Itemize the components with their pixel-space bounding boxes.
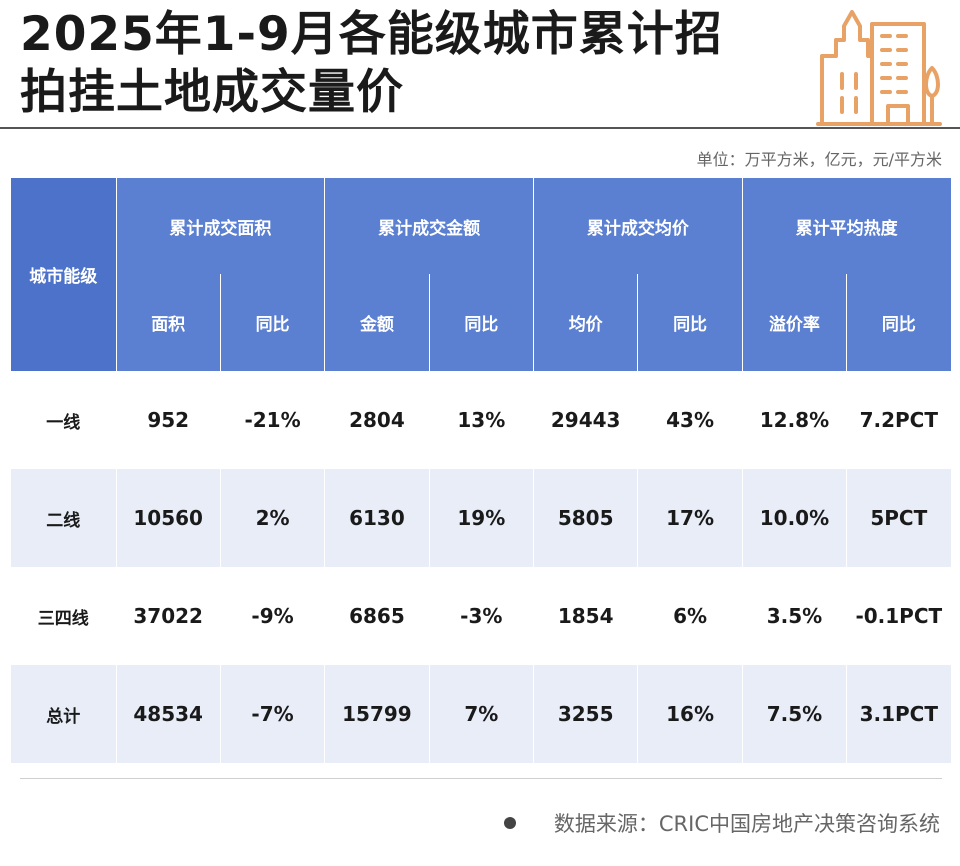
table-cell: 952 bbox=[116, 371, 221, 469]
bullet-dot-icon bbox=[503, 817, 516, 829]
subheader-price: 均价 bbox=[533, 274, 639, 371]
header-group-price: 累计成交均价 bbox=[533, 178, 743, 274]
row-label: 二线 bbox=[11, 469, 117, 567]
table-cell: -0.1PCT bbox=[846, 567, 952, 665]
subheader-amount: 金额 bbox=[324, 274, 430, 371]
table-cell: 48534 bbox=[116, 665, 221, 763]
subheader-amount-yoy: 同比 bbox=[429, 274, 535, 371]
table-cell: 19% bbox=[429, 469, 535, 567]
table-row: 一线 952 -21% 2804 13% 29443 43% 12.8% 7.2… bbox=[11, 371, 952, 469]
subheader-price-yoy: 同比 bbox=[637, 274, 743, 371]
table-cell: 10560 bbox=[116, 469, 221, 567]
subheader-premium-yoy: 同比 bbox=[846, 274, 952, 371]
table-cell: -21% bbox=[220, 371, 326, 469]
header-group-heat: 累计平均热度 bbox=[742, 178, 952, 274]
table-cell: 1854 bbox=[533, 567, 639, 665]
table-row: 总计 48534 -7% 15799 7% 3255 16% 7.5% 3.1P… bbox=[11, 665, 952, 763]
subheader-area-yoy: 同比 bbox=[220, 274, 326, 371]
table-cell: -7% bbox=[220, 665, 326, 763]
table-cell: 2% bbox=[220, 469, 326, 567]
table-cell: 13% bbox=[429, 371, 535, 469]
table-cell: 10.0% bbox=[742, 469, 848, 567]
table-row: 二线 10560 2% 6130 19% 5805 17% 10.0% 5PCT bbox=[11, 469, 952, 567]
table-cell: 5805 bbox=[533, 469, 639, 567]
subheader-premium-rate: 溢价率 bbox=[742, 274, 848, 371]
unit-note: 单位：万平方米，亿元，元/平方米 bbox=[696, 150, 942, 169]
table-cell: -3% bbox=[429, 567, 535, 665]
page-title-line-2: 拍挂土地成交量价 bbox=[20, 65, 404, 120]
table-cell: 43% bbox=[637, 371, 743, 469]
table-cell: 7.2PCT bbox=[846, 371, 952, 469]
row-label: 一线 bbox=[11, 371, 117, 469]
table-cell: 7.5% bbox=[742, 665, 848, 763]
table-cell: 6% bbox=[637, 567, 743, 665]
table-cell: 15799 bbox=[324, 665, 430, 763]
header-group-amount: 累计成交金额 bbox=[324, 178, 534, 274]
table-cell: 5PCT bbox=[846, 469, 952, 567]
table-cell: 7% bbox=[429, 665, 535, 763]
title-divider bbox=[0, 127, 960, 129]
table-cell: 6865 bbox=[324, 567, 430, 665]
footer-divider bbox=[20, 778, 942, 779]
table-cell: -9% bbox=[220, 567, 326, 665]
header-group-area: 累计成交面积 bbox=[116, 178, 326, 274]
subheader-area: 面积 bbox=[116, 274, 221, 371]
page-title: 2025年1-9月各能级城市累计招 拍挂土地成交量价 bbox=[20, 6, 800, 122]
table-cell: 6130 bbox=[324, 469, 430, 567]
row-label: 三四线 bbox=[11, 567, 117, 665]
table-cell: 17% bbox=[637, 469, 743, 567]
table-cell: 2804 bbox=[324, 371, 430, 469]
page-title-line-1: 2025年1-9月各能级城市累计招 bbox=[20, 7, 723, 62]
header-city-tier: 城市能级 bbox=[11, 178, 117, 371]
table-cell: 29443 bbox=[533, 371, 639, 469]
land-transaction-table: 城市能级 累计成交面积 累计成交金额 累计成交均价 累计平均热度 面积 同比 金… bbox=[11, 178, 952, 763]
table-cell: 12.8% bbox=[742, 371, 848, 469]
table-cell: 3.1PCT bbox=[846, 665, 952, 763]
table-row: 三四线 37022 -9% 6865 -3% 1854 6% 3.5% -0.1… bbox=[11, 567, 952, 665]
table-cell: 37022 bbox=[116, 567, 221, 665]
data-source-text: 数据来源：CRIC中国房地产决策咨询系统 bbox=[553, 812, 940, 836]
data-source: 数据来源：CRIC中国房地产决策咨询系统 bbox=[503, 808, 940, 838]
table-cell: 16% bbox=[637, 665, 743, 763]
row-label: 总计 bbox=[11, 665, 117, 763]
table-cell: 3.5% bbox=[742, 567, 848, 665]
buildings-icon bbox=[816, 10, 942, 126]
table-cell: 3255 bbox=[533, 665, 639, 763]
